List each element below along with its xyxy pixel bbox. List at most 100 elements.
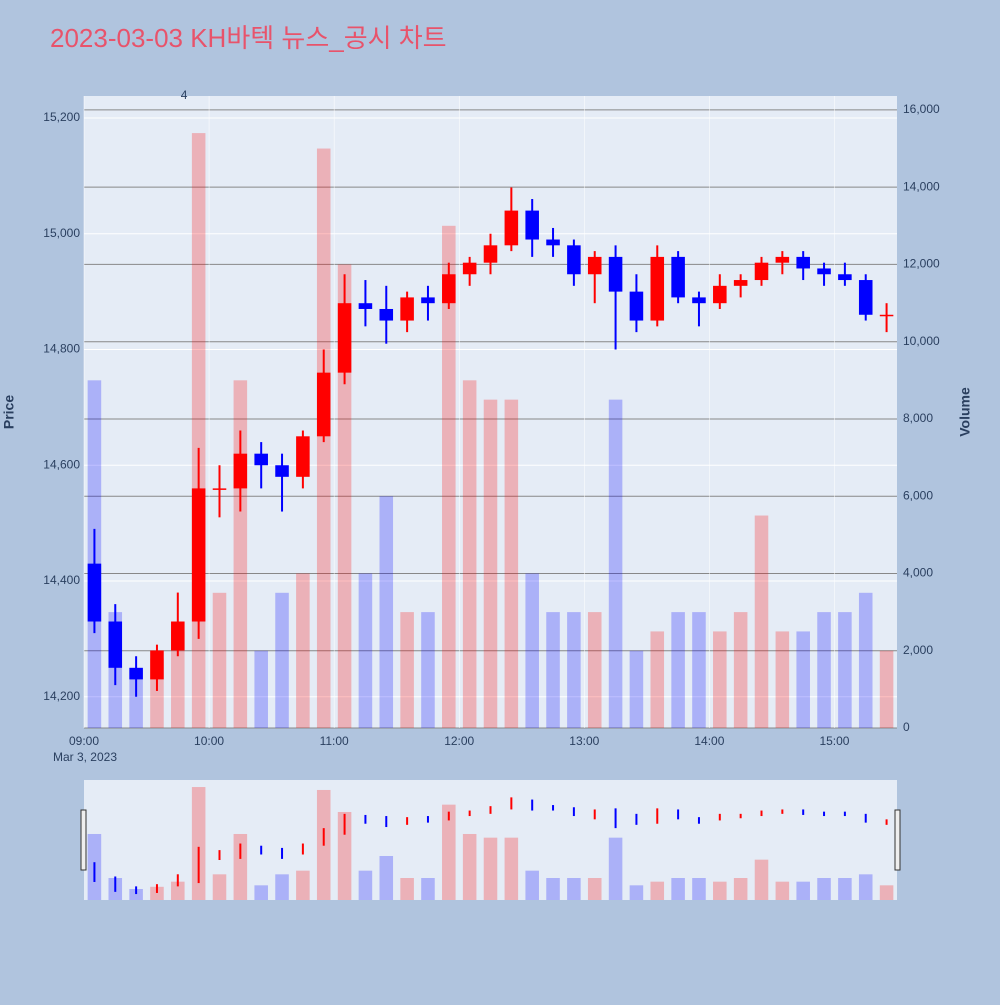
slider-volume-bar [713,881,727,900]
slider-volume-bar [483,837,498,900]
volume-bar [692,612,706,728]
volume-bar [400,612,414,728]
slider-volume-bar [191,787,206,900]
x-tick-label: 13:00 [569,734,599,748]
candle-body [483,245,498,263]
volume-bar [254,650,268,728]
candle-body [775,256,790,263]
slider-volume-bar [358,870,373,900]
slider-volume-bar [233,833,248,900]
slider-volume-bar [442,804,456,900]
volume-bar [838,612,852,728]
candle-body [254,453,268,466]
slider-volume-bar [504,837,519,900]
candle-body [650,256,665,321]
candle-body [567,245,581,275]
slider-volume-bar [567,877,581,900]
candle-body [191,488,206,622]
slider-volume-bar [525,870,539,900]
candle-body [817,268,831,275]
candle-body [358,303,373,309]
candle-body [858,280,873,315]
volume-bar [587,612,602,728]
candle-body [379,308,394,321]
volume-bar [671,612,685,728]
y2-tick-label: 16,000 [903,102,940,116]
y-tick-label: 15,000 [43,226,80,240]
y-tick-label: 14,200 [43,689,80,703]
y2-tick-label: 0 [903,720,910,734]
volume-bar [421,612,435,728]
volume-bar [275,592,289,728]
candle-body [442,274,456,304]
slider-volume-bar [879,885,894,900]
volume-bar [754,515,769,728]
y2-tick-label: 10,000 [903,334,940,348]
volume-bar [879,650,894,728]
volume-bar [546,612,560,728]
slider-volume-bar [275,874,289,900]
candle-body [504,210,519,246]
candle-body [546,239,560,246]
slider-volume-bar [817,877,831,900]
candle-body [629,291,644,321]
annotation: 4 [181,88,188,102]
slider-volume-bar [212,874,227,900]
slider-volume-bar [775,881,790,900]
slider-volume-bar [379,855,394,900]
volume-bar [504,399,519,728]
y-tick-label: 14,800 [43,342,80,356]
x-tick-label: 10:00 [194,734,224,748]
candle-body [400,297,414,321]
volume-bar [608,399,623,728]
volume-bar [296,573,310,728]
slider-volume-bar [671,877,685,900]
candle-body [608,256,623,292]
slider-volume-bar [400,877,414,900]
volume-bar [337,264,352,728]
candle-body [275,465,289,477]
volume-bar [733,612,748,728]
slider-volume-bar [587,877,602,900]
candle-body [171,621,185,651]
slider-volume-bar [337,811,352,900]
y-tick-label: 15,200 [43,110,80,124]
volume-bar [775,631,790,728]
slider-volume-bar [254,885,268,900]
x-tick-label: 14:00 [694,734,724,748]
candle-body [150,650,164,680]
candle-body [671,256,685,298]
candle-body [108,621,123,668]
slider-volume-bar [546,877,560,900]
volume-bar [629,650,644,728]
y2-tick-label: 4,000 [903,566,933,580]
volume-bar [379,496,394,728]
volume-bar [650,631,665,728]
slider-volume-bar [796,881,810,900]
volume-bar [358,573,373,728]
x-tick-label: 15:00 [819,734,849,748]
y2-tick-label: 2,000 [903,643,933,657]
slider-handle[interactable] [80,809,87,871]
candle-body [337,303,352,373]
candle-body [838,274,852,281]
y2-tick-label: 12,000 [903,257,940,271]
range-slider[interactable] [84,780,897,900]
y2-tick-label: 14,000 [903,179,940,193]
x-tick-label: 09:00 [69,734,99,748]
y2-tick-label: 6,000 [903,488,933,502]
candle-body [316,372,331,437]
y2-axis-title: Volume [957,387,973,437]
slider-volume-bar [171,881,185,900]
x-tick-label: 12:00 [444,734,474,748]
x-date-label: Mar 3, 2023 [53,750,117,764]
slider-handle[interactable] [894,809,901,871]
candle-body [692,297,706,304]
chart-title: 2023-03-03 KH바텍 뉴스_공시 차트 [50,23,447,53]
slider-volume-bar [733,877,748,900]
candle-body [879,314,894,317]
candle-body [421,297,435,304]
slider-volume-bar [296,870,310,900]
